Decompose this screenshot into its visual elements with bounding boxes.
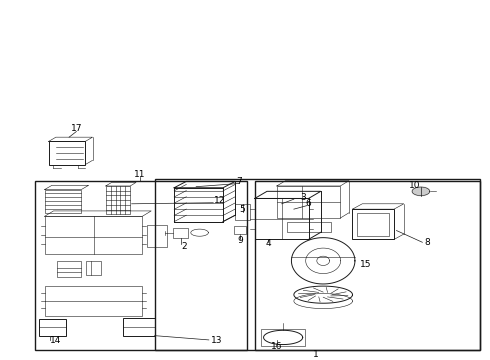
Bar	[39, 319, 66, 336]
Bar	[147, 225, 167, 247]
Text: 2: 2	[181, 242, 187, 251]
Bar	[123, 318, 155, 336]
Text: 13: 13	[211, 337, 222, 346]
Bar	[235, 204, 250, 220]
Bar	[287, 222, 331, 232]
Bar	[261, 329, 305, 346]
Bar	[234, 226, 246, 234]
Text: 6: 6	[306, 199, 311, 208]
Text: 12: 12	[214, 197, 225, 206]
Bar	[45, 286, 143, 316]
Text: 5: 5	[240, 204, 245, 213]
Bar	[155, 179, 480, 350]
Bar	[255, 181, 480, 350]
Bar	[172, 228, 188, 238]
Text: 9: 9	[237, 236, 243, 245]
Bar	[86, 261, 101, 275]
Text: 7: 7	[236, 177, 242, 186]
Bar	[277, 186, 340, 218]
Text: 17: 17	[71, 125, 82, 134]
Text: 11: 11	[134, 170, 146, 179]
Bar	[57, 261, 81, 277]
Bar	[357, 213, 389, 236]
Text: 15: 15	[361, 260, 372, 269]
Text: 16: 16	[271, 342, 283, 351]
Text: 14: 14	[50, 337, 62, 346]
Polygon shape	[412, 187, 430, 195]
Text: 8: 8	[424, 238, 430, 247]
Bar	[352, 209, 394, 239]
Bar	[49, 141, 85, 165]
Text: 3: 3	[301, 193, 307, 202]
Text: 10: 10	[409, 181, 421, 190]
Bar	[45, 216, 143, 254]
Text: 4: 4	[266, 239, 271, 248]
Bar	[45, 190, 81, 213]
Text: 1: 1	[313, 350, 318, 359]
Bar	[35, 181, 247, 350]
Bar	[255, 198, 309, 239]
Bar	[106, 186, 130, 215]
